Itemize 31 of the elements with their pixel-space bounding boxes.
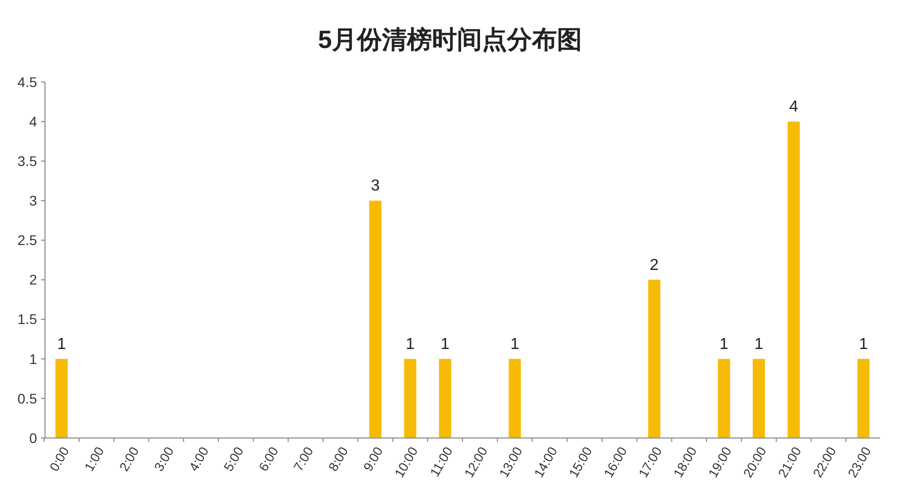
- data-label: 1: [754, 336, 764, 353]
- bar: [369, 200, 382, 438]
- data-label: 1: [406, 336, 415, 353]
- bar: [857, 358, 870, 438]
- y-tick-label: 4: [29, 113, 38, 130]
- bar: [648, 280, 660, 438]
- bar: [404, 358, 416, 438]
- chart-title: 5月份清榜时间点分布图: [318, 26, 582, 54]
- y-tick-label: 2.5: [18, 232, 38, 248]
- y-tick-label: 0: [29, 430, 38, 446]
- y-tick-label: 4.5: [18, 74, 38, 90]
- data-label: 1: [858, 336, 868, 353]
- y-tick-label: 0.5: [18, 390, 38, 406]
- y-tick-label: 1: [29, 350, 38, 367]
- bar: [438, 358, 452, 438]
- y-tick-label: 1.5: [18, 311, 38, 328]
- data-label: 4: [789, 98, 798, 116]
- bar: [788, 122, 800, 438]
- data-label: 1: [510, 336, 520, 353]
- bar: [718, 358, 730, 438]
- data-label: 1: [720, 336, 729, 353]
- data-label: 2: [650, 256, 659, 274]
- data-label: 1: [57, 336, 66, 353]
- bar: [752, 358, 765, 438]
- bar: [55, 358, 68, 438]
- y-tick-label: 2: [29, 272, 38, 288]
- data-label: 3: [370, 178, 380, 195]
- y-tick-label: 3: [29, 192, 38, 209]
- data-label: 1: [440, 336, 450, 353]
- bar: [508, 358, 521, 438]
- y-tick-label: 3.5: [18, 153, 38, 170]
